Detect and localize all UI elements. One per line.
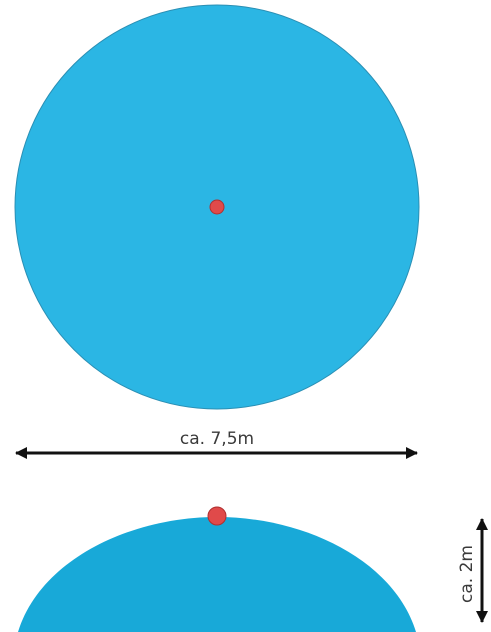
- top-point: [207, 506, 227, 526]
- width-label: ca. 7,5m: [180, 429, 254, 449]
- side-view-dome: [18, 517, 416, 632]
- width-dimension: ca. 7,5m: [15, 429, 418, 459]
- center-point: [209, 199, 225, 215]
- side-view: [18, 506, 416, 632]
- top-view: [14, 4, 420, 410]
- height-dimension: ca. 2m: [457, 518, 488, 623]
- height-label: ca. 2m: [457, 545, 477, 603]
